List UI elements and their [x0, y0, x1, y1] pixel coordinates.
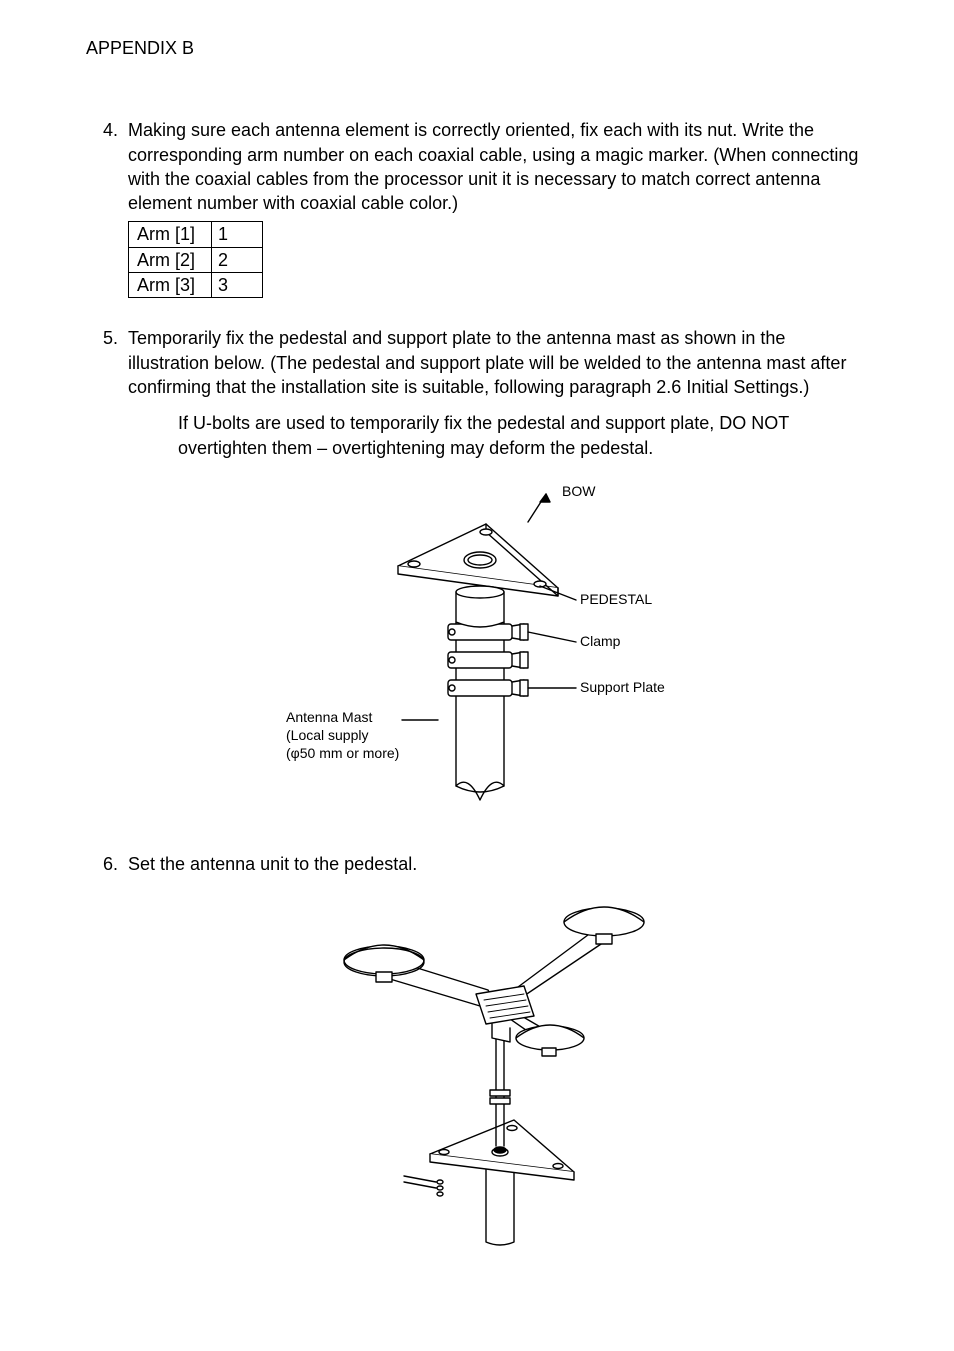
antenna-diagram-svg: [288, 882, 708, 1252]
pedestal-diagram-svg: BOW PEDESTAL Clamp Support Plate Antenna…: [228, 474, 768, 814]
step-number: 6.: [86, 852, 128, 1262]
figure-pedestal: BOW PEDESTAL Clamp Support Plate Antenna…: [128, 474, 868, 814]
steps-list: 4. Making sure each antenna element is c…: [86, 118, 868, 1262]
step-note: If U-bolts are used to temporarily fix t…: [178, 411, 868, 460]
label-mast-1: Antenna Mast: [286, 709, 372, 725]
arm-cell: 2: [212, 247, 263, 272]
step-5: 5. Temporarily fix the pedestal and supp…: [86, 326, 868, 823]
arm-cell: 3: [212, 273, 263, 298]
label-mast-3: (φ50 mm or more): [286, 745, 399, 761]
arm-cell: Arm [3]: [129, 273, 212, 298]
step-6: 6. Set the antenna unit to the pedestal.: [86, 852, 868, 1262]
arm-cell: 1: [212, 222, 263, 247]
table-row: Arm [3] 3: [129, 273, 263, 298]
label-bow: BOW: [562, 483, 596, 499]
figure-antenna-assembly: [128, 882, 868, 1252]
step-4: 4. Making sure each antenna element is c…: [86, 118, 868, 298]
label-support: Support Plate: [580, 679, 665, 695]
label-mast-2: (Local supply: [286, 727, 369, 743]
step-number: 5.: [86, 326, 128, 823]
table-row: Arm [1] 1: [129, 222, 263, 247]
step-text: Making sure each antenna element is corr…: [128, 118, 868, 215]
step-text: Set the antenna unit to the pedestal.: [128, 852, 868, 876]
step-number: 4.: [86, 118, 128, 298]
table-row: Arm [2] 2: [129, 247, 263, 272]
arm-table: Arm [1] 1 Arm [2] 2 Arm [3] 3: [128, 221, 263, 298]
page-header: APPENDIX B: [86, 36, 868, 60]
label-pedestal: PEDESTAL: [580, 591, 652, 607]
arm-cell: Arm [1]: [129, 222, 212, 247]
step-text: Temporarily fix the pedestal and support…: [128, 326, 868, 399]
arm-cell: Arm [2]: [129, 247, 212, 272]
label-clamp: Clamp: [580, 633, 621, 649]
